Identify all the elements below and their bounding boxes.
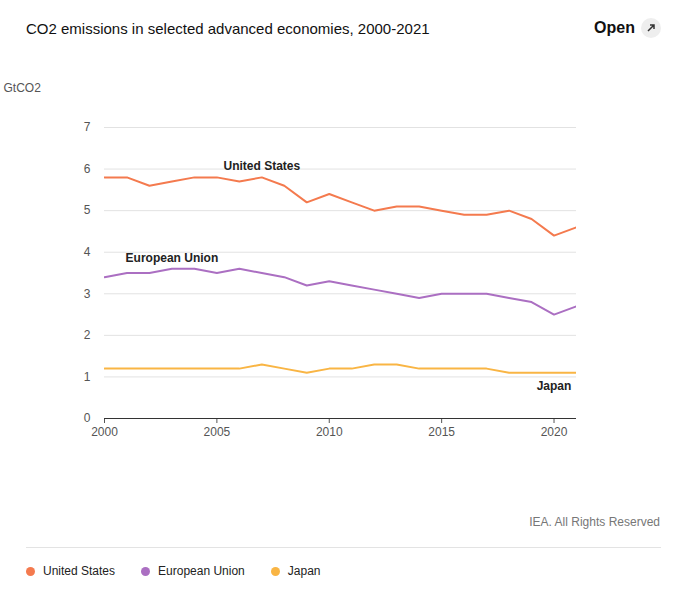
html-text:European Union: European Union [158,564,245,578]
svg-text:GtCO2: GtCO2 [4,81,42,95]
svg-text:Japan: Japan [537,379,572,393]
svg-text:2005: 2005 [204,425,231,439]
svg-text:United States: United States [223,159,300,173]
html-text:Japan: Japan [287,564,321,578]
svg-text:1: 1 [84,370,91,384]
svg-text:2015: 2015 [428,425,455,439]
svg-text:2000: 2000 [91,425,118,439]
html-text:CO2 emissions in selected adva: CO2 emissions in selected advanced econo… [26,20,430,37]
svg-text:7: 7 [84,120,91,134]
html-text:United States: United States [43,564,115,578]
svg-text:3: 3 [84,287,91,301]
svg-text:2010: 2010 [316,425,343,439]
svg-text:5: 5 [84,203,91,217]
html-text:IEA. All Rights Reserved: IEA. All Rights Reserved [529,515,660,529]
svg-text:2: 2 [84,328,91,342]
html-text:Open: Open [594,19,635,36]
svg-text:4: 4 [84,245,91,259]
svg-text:2020: 2020 [541,425,568,439]
svg-text:0: 0 [84,411,91,425]
svg-text:European Union: European Union [126,251,219,265]
svg-text:6: 6 [84,162,91,176]
